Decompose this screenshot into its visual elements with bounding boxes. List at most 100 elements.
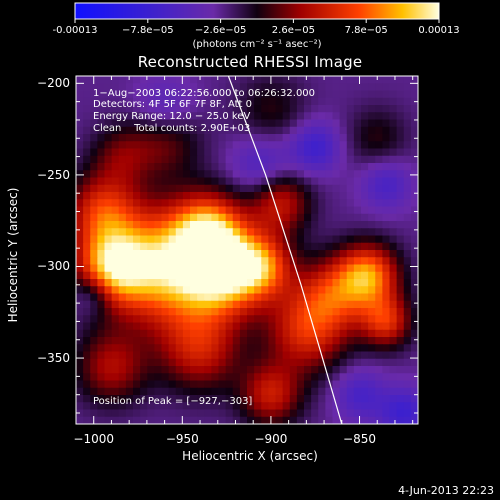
heatmap-cell — [90, 322, 98, 331]
heatmap-cell — [83, 337, 91, 345]
heatmap-cell — [168, 271, 177, 280]
heatmap-cell — [97, 112, 106, 121]
heatmap-cell — [211, 250, 220, 258]
heatmap-cell — [232, 300, 241, 309]
heatmap-cell — [339, 148, 348, 157]
heatmap-cell — [239, 242, 248, 251]
heatmap-cell — [211, 402, 220, 411]
heatmap-cell — [111, 141, 120, 150]
heatmap-cell — [133, 395, 141, 403]
heatmap-cell — [225, 90, 234, 99]
heatmap-cell — [90, 126, 98, 135]
heatmap-cell — [311, 380, 319, 389]
heatmap-cell — [268, 315, 277, 324]
heatmap-cell — [83, 329, 91, 338]
heatmap-cell — [339, 163, 348, 171]
heatmap-cell — [125, 351, 134, 360]
heatmap-cell — [282, 134, 291, 142]
heatmap-cell — [154, 337, 163, 345]
heatmap-cell — [104, 184, 113, 193]
heatmap-cell — [375, 373, 383, 382]
heatmap-cell — [282, 141, 291, 150]
heatmap-cell — [211, 416, 220, 424]
heatmap-cell — [382, 105, 391, 113]
heatmap-cell — [396, 170, 405, 179]
heatmap-cell — [289, 177, 298, 186]
heatmap-cell — [161, 402, 170, 411]
heatmap-cell — [154, 351, 163, 360]
colorbar-tick-label: 7.8e−05 — [344, 25, 388, 36]
heatmap-cell — [225, 402, 234, 411]
heatmap-cell — [389, 221, 398, 229]
heatmap-cell — [275, 76, 284, 84]
heatmap-cell — [325, 177, 334, 186]
heatmap-cell — [325, 119, 334, 128]
heatmap-cell — [282, 279, 291, 287]
heatmap-cell — [318, 213, 326, 222]
heatmap-cell — [204, 148, 212, 157]
heatmap-cell — [304, 293, 312, 302]
heatmap-cell — [368, 395, 376, 403]
heatmap-cell — [83, 155, 91, 164]
heatmap-cell — [239, 279, 248, 287]
heatmap-cell — [232, 351, 241, 360]
heatmap-cell — [396, 315, 405, 324]
heatmap-cell — [296, 199, 305, 208]
heatmap-cell — [76, 373, 84, 382]
heatmap-cell — [268, 286, 277, 295]
heatmap-cell — [396, 351, 405, 360]
heatmap-cell — [282, 409, 291, 418]
heatmap-cell — [211, 119, 220, 128]
heatmap-cell — [375, 235, 383, 244]
heatmap-cell — [375, 409, 383, 418]
heatmap-cell — [211, 293, 220, 302]
heatmap-cell — [133, 293, 141, 302]
heatmap-cell — [97, 235, 106, 244]
heatmap-cell — [332, 293, 341, 302]
heatmap-cell — [254, 286, 262, 295]
heatmap-cell — [382, 148, 391, 157]
heatmap-cell — [140, 387, 148, 396]
heatmap-cell — [368, 250, 376, 258]
heatmap-cell — [111, 83, 120, 92]
heatmap-cell — [190, 119, 198, 128]
heatmap-cell — [111, 337, 120, 345]
heatmap-cell — [239, 264, 248, 273]
heatmap-cell — [332, 235, 341, 244]
heatmap-cell — [368, 402, 376, 411]
heatmap-cell — [403, 387, 412, 396]
heatmap-cell — [232, 293, 241, 302]
heatmap-cell — [353, 199, 362, 208]
heatmap-cell — [232, 199, 241, 208]
heatmap-cell — [368, 221, 376, 229]
heatmap-cell — [154, 76, 163, 84]
heatmap-cell — [90, 134, 98, 142]
heatmap-cell — [154, 250, 163, 258]
heatmap-cell — [304, 134, 312, 142]
solar-limb-curve — [227, 76, 343, 424]
heatmap-cell — [161, 242, 170, 251]
heatmap-cell — [76, 315, 84, 324]
heatmap-cell — [254, 271, 262, 280]
heatmap-cell — [225, 315, 234, 324]
heatmap-cell — [275, 83, 284, 92]
heatmap-cell — [311, 76, 319, 84]
heatmap-cell — [154, 409, 163, 418]
heatmap-cell — [232, 337, 241, 345]
heatmap-cell — [225, 126, 234, 135]
heatmap-cell — [247, 170, 255, 179]
heatmap-cell — [361, 126, 369, 135]
heatmap-cell — [111, 163, 120, 171]
heatmap-cell — [182, 286, 191, 295]
heatmap-cell — [140, 416, 148, 424]
heatmap-cell — [118, 213, 127, 222]
heatmap-cell — [154, 221, 163, 229]
heatmap-cell — [247, 300, 255, 309]
heatmap-cell — [168, 257, 177, 266]
heatmap-cell — [382, 402, 391, 411]
heatmap-cell — [83, 148, 91, 157]
heatmap-cell — [410, 235, 418, 244]
heatmap-cell — [318, 184, 326, 193]
heatmap-cell — [282, 97, 291, 106]
heatmap-cell — [147, 221, 155, 229]
